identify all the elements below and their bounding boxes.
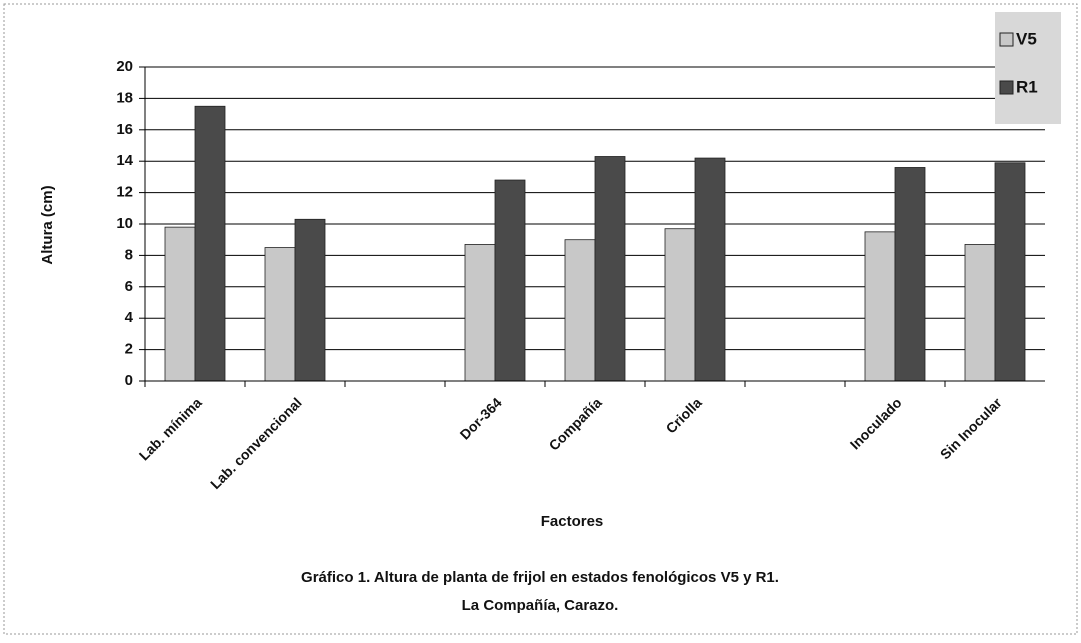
x-tick-label: Dor-364 (457, 394, 505, 442)
y-tick-label: 20 (116, 58, 133, 75)
x-tick-label: Lab. mínima (136, 394, 205, 463)
x-tick-label: Sin Inocular (937, 394, 1005, 462)
frame (3, 3, 1078, 635)
bar (594, 156, 626, 382)
y-tick-label: 14 (116, 152, 133, 169)
bar (164, 226, 196, 382)
y-axis-label: Altura (cm) (39, 185, 56, 264)
y-tick-label: 2 (125, 341, 133, 358)
legend-swatch (999, 80, 1014, 95)
bar (694, 157, 726, 382)
x-tick-label: Lab. convencional (207, 394, 305, 492)
legend-label: V5 (1016, 29, 1037, 48)
y-tick-label: 12 (116, 184, 133, 201)
x-axis-label: Factores (541, 513, 604, 530)
bar (994, 162, 1026, 382)
chart-subtitle: La Compañía, Carazo. (462, 597, 619, 614)
bar (464, 244, 496, 382)
bar (564, 239, 596, 382)
x-tick-label: Compañía (546, 394, 605, 453)
bar (264, 247, 296, 382)
x-tick-label: Inoculado (847, 394, 905, 452)
bar (294, 218, 326, 382)
y-tick-label: 6 (125, 278, 133, 295)
y-tick-label: 4 (125, 309, 134, 326)
y-tick-label: 18 (116, 89, 133, 106)
x-tick-label: Criolla (663, 394, 705, 436)
bar (494, 179, 526, 382)
y-tick-label: 8 (125, 246, 133, 263)
chart-title: Gráfico 1. Altura de planta de frijol en… (301, 569, 779, 586)
bar (194, 105, 226, 382)
y-tick-label: 0 (125, 372, 133, 389)
legend-label: R1 (1016, 77, 1038, 96)
legend-box (995, 12, 1061, 124)
bar (964, 244, 996, 382)
y-tick-label: 16 (116, 121, 133, 138)
bar (864, 231, 896, 382)
bar (664, 228, 696, 382)
y-tick-label: 10 (116, 215, 133, 232)
bar (894, 167, 926, 382)
legend-swatch (999, 32, 1014, 47)
